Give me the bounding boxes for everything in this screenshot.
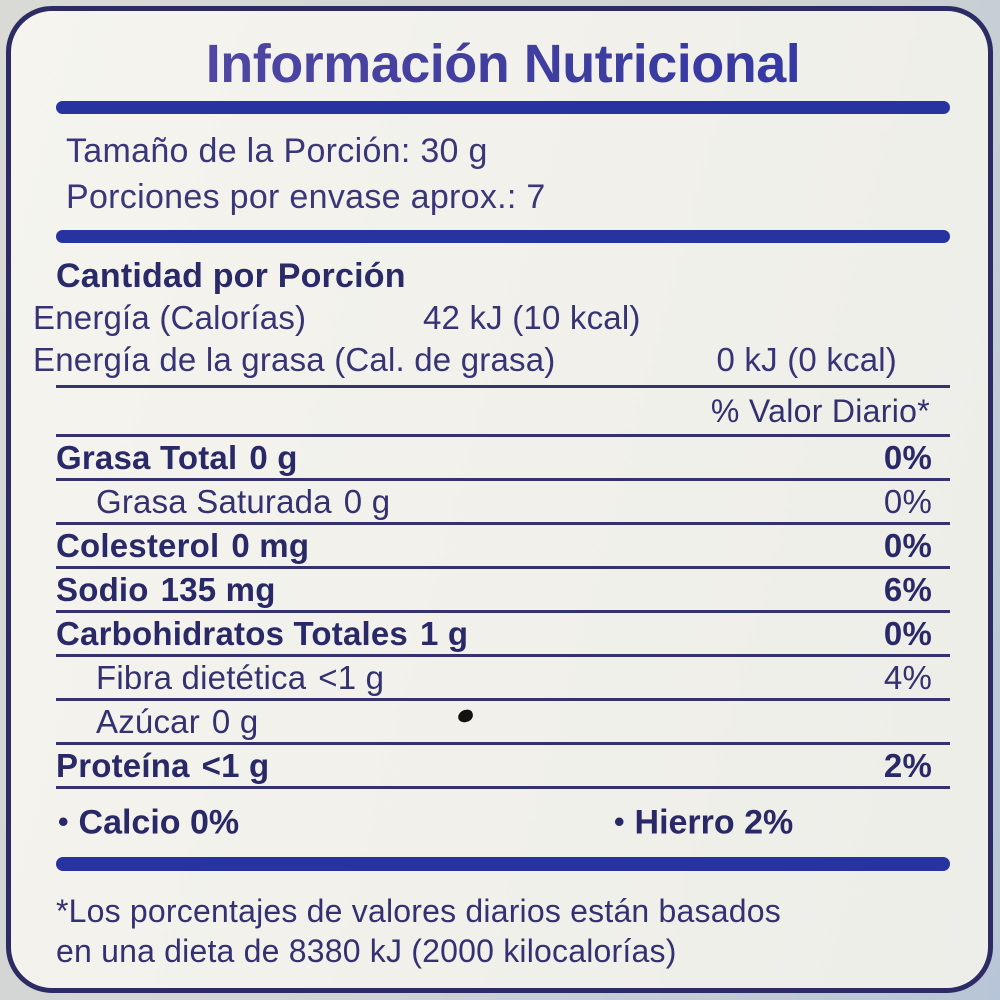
divider-bar-bottom — [56, 857, 950, 871]
calcium-item: • Calcio 0% — [58, 804, 239, 843]
energy-value: 42 kJ (10 kcal) — [423, 299, 641, 336]
nutrient-name: Colesterol 0 mg — [56, 526, 310, 564]
bullet-icon: • — [58, 805, 69, 839]
nutrient-amount: 135 mg — [160, 570, 276, 608]
nutrition-facts-panel: Información Nutricional Tamaño de la Por… — [6, 6, 993, 993]
nutrient-dv: 0% — [883, 614, 932, 652]
separator-line — [56, 385, 950, 388]
nutrient-amount: <1 g — [201, 746, 270, 784]
nutrient-name: Grasa Saturada 0 g — [96, 482, 391, 520]
table-row-colesterol: Colesterol 0 mg 0% — [56, 525, 950, 569]
footnote-line-2: en una dieta de 8380 kJ (2000 kilocalorí… — [56, 933, 677, 969]
table-row-azucar: Azúcar 0 g — [56, 701, 950, 745]
calcium-value: Calcio 0% — [78, 803, 240, 842]
nutrient-name: Azúcar 0 g — [96, 702, 259, 740]
iron-item: • Hierro 2% — [614, 804, 793, 843]
daily-value-footnote: *Los porcentajes de valores diarios está… — [56, 891, 950, 971]
serving-size-line: Tamaño de la Porción: 30 g — [66, 132, 488, 170]
footnote-line-1: *Los porcentajes de valores diarios está… — [56, 893, 781, 929]
divider-bar-serving — [56, 230, 950, 243]
energy-fat-row: Energía de la grasa (Cal. de grasa) 0 kJ… — [33, 339, 950, 381]
nutrient-dv: 0% — [883, 526, 932, 564]
nutrient-amount: 0 g — [249, 438, 298, 476]
nutrient-dv: 0% — [883, 482, 932, 520]
nutrient-amount: <1 g — [318, 658, 385, 696]
energy-fat-value: 0 kJ (0 kcal) — [716, 341, 897, 378]
nutrient-amount: 0 mg — [231, 526, 310, 564]
nutrient-amount: 1 g — [419, 614, 469, 652]
nutrient-name: Carbohidratos Totales 1 g — [56, 614, 469, 652]
nutrient-name: Grasa Total 0 g — [56, 438, 298, 476]
table-row-grasa-total: Grasa Total 0 g 0% — [56, 437, 950, 481]
amount-per-serving-header: Cantidad por Porción — [56, 257, 406, 295]
serving-info: Tamaño de la Porción: 30 g Porciones por… — [56, 128, 950, 220]
nutrient-table: Grasa Total 0 g 0% Grasa Saturada 0 g 0%… — [56, 434, 950, 789]
page-title: Información Nutricional — [56, 33, 950, 95]
servings-per-container-line: Porciones por envase aprox.: 7 — [66, 178, 546, 216]
table-row-carbohidratos: Carbohidratos Totales 1 g 0% — [56, 613, 950, 657]
table-row-sodio: Sodio 135 mg 6% — [56, 569, 950, 613]
bullet-icon: • — [614, 805, 625, 839]
energy-row: Energía (Calorías) 42 kJ (10 kcal) — [33, 297, 950, 339]
nutrient-dv: 6% — [883, 570, 932, 608]
iron-value: Hierro 2% — [634, 803, 794, 842]
table-row-proteina: Proteína <1 g 2% — [56, 745, 950, 789]
nutrient-dv: 0% — [883, 438, 932, 476]
nutrient-amount: 0 g — [211, 702, 259, 740]
daily-value-header: % Valor Diario* — [710, 393, 930, 429]
energy-label: Energía (Calorías) — [33, 299, 307, 336]
nutrient-name: Proteína <1 g — [56, 746, 270, 784]
energy-fat-label: Energía de la grasa (Cal. de grasa) — [33, 341, 556, 378]
nutrient-name: Fibra dietética <1 g — [96, 658, 385, 696]
table-row-fibra: Fibra dietética <1 g 4% — [56, 657, 950, 701]
table-row-grasa-saturada: Grasa Saturada 0 g 0% — [56, 481, 950, 525]
minerals-row: • Calcio 0% • Hierro 2% — [56, 789, 950, 857]
nutrient-dv: 2% — [883, 746, 932, 784]
nutrient-dv: 4% — [883, 658, 932, 696]
nutrient-amount: 0 g — [343, 482, 391, 520]
divider-bar-top — [56, 101, 950, 114]
nutrient-name: Sodio 135 mg — [56, 570, 276, 608]
